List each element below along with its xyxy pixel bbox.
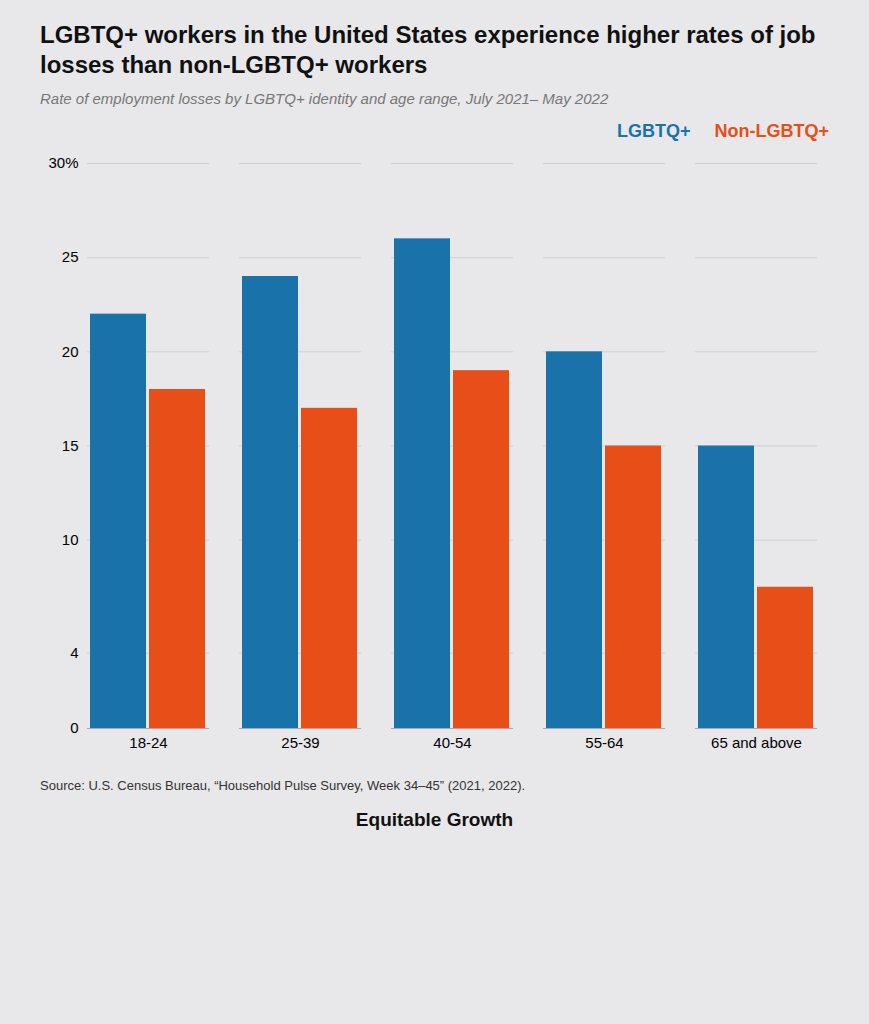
svg-text:18-24: 18-24 <box>129 734 167 751</box>
svg-text:30%: 30% <box>48 154 78 171</box>
svg-text:10: 10 <box>62 531 79 548</box>
svg-text:25: 25 <box>62 248 79 265</box>
html-text:LGBTQ+ workers in the United S: LGBTQ+ workers in the United States expe… <box>40 21 816 78</box>
svg-text:15: 15 <box>62 437 79 454</box>
html-text:Rate of employment losses by L: Rate of employment losses by LGBTQ+ iden… <box>40 90 609 107</box>
html-text:Source: U.S. Census Bureau, “H: Source: U.S. Census Bureau, “Household P… <box>40 778 526 793</box>
html-text:Non-LGBTQ+: Non-LGBTQ+ <box>714 121 829 141</box>
svg-text:4: 4 <box>70 644 78 661</box>
html-text:LGBTQ+: LGBTQ+ <box>617 121 691 141</box>
svg-text:65 and above: 65 and above <box>711 734 802 751</box>
svg-text:25-39: 25-39 <box>281 734 319 751</box>
html-text:Equitable Growth: Equitable Growth <box>355 809 514 830</box>
svg-text:40-54: 40-54 <box>433 734 471 751</box>
svg-text:55-64: 55-64 <box>585 734 623 751</box>
svg-text:0: 0 <box>70 719 78 736</box>
svg-text:20: 20 <box>62 343 79 360</box>
